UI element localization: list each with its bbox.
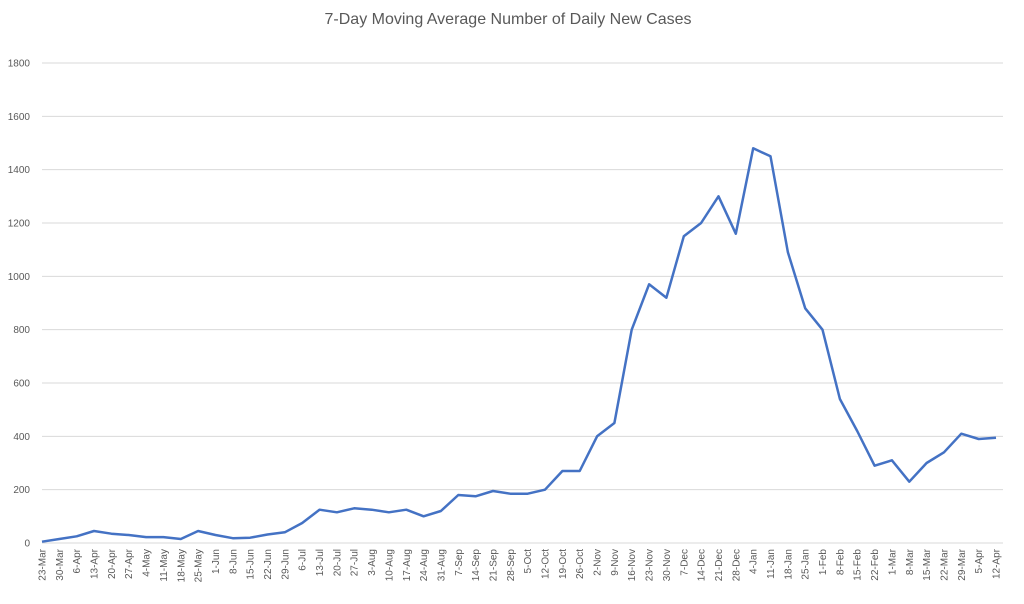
x-tick-label: 22-Mar [939,548,950,580]
x-tick-label: 13-Apr [90,548,101,579]
x-tick-label: 21-Sep [488,549,499,582]
chart-title: 7-Day Moving Average Number of Daily New… [325,11,692,28]
y-tick-label: 400 [13,432,30,443]
x-tick-label: 4-Jan [749,549,760,574]
x-tick-label: 18-Jan [783,549,794,580]
x-tick-label: 3-Aug [367,549,378,576]
x-tick-label: 9-Nov [610,549,621,576]
x-tick-label: 18-May [176,549,187,582]
x-tick-label: 1-Mar [887,548,898,575]
x-tick-label: 4-May [142,549,153,577]
x-tick-label: 15-Mar [922,548,933,580]
x-tick-label: 5-Apr [974,548,985,573]
y-tick-label: 800 [13,325,30,336]
x-tick-label: 7-Sep [454,549,465,576]
y-tick-label: 1800 [8,59,31,70]
x-tick-label: 1-Feb [818,549,829,576]
x-tick-label: 30-Mar [55,548,66,580]
x-tick-label: 17-Aug [402,549,413,581]
x-tick-label: 20-Apr [107,548,118,579]
x-tick-label: 8-Jun [228,549,239,574]
x-tick-label: 5-Oct [523,549,534,574]
series-line [41,147,997,543]
x-tick-label: 12-Apr [992,548,1003,579]
x-tick-label: 7-Dec [679,549,690,576]
y-tick-label: 1000 [8,272,31,283]
x-tick-label: 27-Apr [124,548,135,579]
x-tick-label: 27-Jul [350,549,361,576]
x-tick-label: 23-Mar [38,548,49,580]
x-tick-label: 14-Dec [697,549,708,581]
y-tick-label: 1200 [8,219,31,230]
x-tick-label: 29-Jun [280,549,291,580]
x-tick-label: 22-Jun [263,549,274,580]
x-tick-label: 23-Nov [645,549,656,581]
x-tick-label: 30-Nov [662,549,673,581]
x-tick-label: 21-Dec [714,549,725,581]
x-tick-label: 15-Feb [853,549,864,581]
x-tick-label: 28-Dec [731,549,742,581]
x-tick-label: 22-Feb [870,549,881,581]
x-tick-label: 19-Oct [558,549,569,579]
x-tick-label: 6-Apr [72,548,83,573]
x-tick-label: 31-Aug [436,549,447,581]
x-tick-label: 29-Mar [957,548,968,580]
x-tick-label: 25-Jan [801,549,812,580]
x-tick-label: 8-Feb [835,549,846,576]
x-tick-label: 1-Jun [211,549,222,574]
x-tick-label: 6-Jul [298,549,309,571]
y-tick-label: 1400 [8,165,31,176]
y-tick-label: 600 [13,379,30,390]
x-tick-label: 8-Mar [905,548,916,575]
x-tick-label: 14-Sep [471,549,482,582]
x-tick-label: 20-Jul [332,549,343,576]
x-tick-label: 10-Aug [384,549,395,581]
x-tick-label: 11-May [159,549,170,582]
x-tick-label: 28-Sep [506,549,517,582]
x-tick-label: 15-Jun [246,549,257,580]
x-tick-label: 25-May [194,549,205,582]
y-tick-label: 1600 [8,112,31,123]
x-tick-label: 12-Oct [541,549,552,579]
y-tick-label: 200 [13,485,30,496]
x-tick-label: 2-Nov [593,549,604,576]
x-tick-label: 24-Aug [419,549,430,581]
x-tick-label: 11-Jan [766,549,777,579]
y-tick-label: 0 [24,539,30,550]
x-tick-label: 26-Oct [575,549,586,579]
x-tick-label: 16-Nov [627,549,638,581]
x-tick-label: 13-Jul [315,549,326,576]
